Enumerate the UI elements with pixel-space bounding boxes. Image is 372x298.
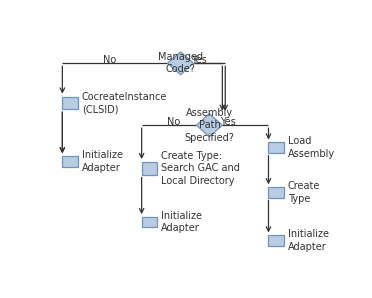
Polygon shape: [168, 52, 193, 75]
Text: No: No: [103, 55, 116, 65]
FancyBboxPatch shape: [269, 187, 284, 198]
Text: Yes: Yes: [192, 55, 207, 65]
Text: Initialize
Adapter: Initialize Adapter: [288, 229, 329, 252]
FancyBboxPatch shape: [62, 97, 78, 109]
Text: Create Type:
Search GAC and
Local Directory: Create Type: Search GAC and Local Direct…: [161, 151, 240, 186]
FancyBboxPatch shape: [269, 235, 284, 246]
Text: Initialize
Adapter: Initialize Adapter: [82, 150, 123, 173]
FancyBboxPatch shape: [142, 162, 157, 175]
Text: Load
Assembly: Load Assembly: [288, 136, 335, 159]
FancyBboxPatch shape: [269, 142, 284, 153]
Text: Assembly
Path
Specified?: Assembly Path Specified?: [185, 108, 234, 143]
FancyBboxPatch shape: [142, 217, 157, 227]
Text: No: No: [167, 117, 180, 127]
Polygon shape: [196, 114, 222, 137]
Text: Managed
Code?: Managed Code?: [158, 52, 203, 74]
Text: Create
Type: Create Type: [288, 181, 320, 204]
Text: Initialize
Adapter: Initialize Adapter: [161, 211, 202, 233]
FancyBboxPatch shape: [62, 156, 78, 167]
Text: Yes: Yes: [220, 117, 236, 127]
Text: CocreateInstance
(CLSID): CocreateInstance (CLSID): [82, 92, 167, 114]
